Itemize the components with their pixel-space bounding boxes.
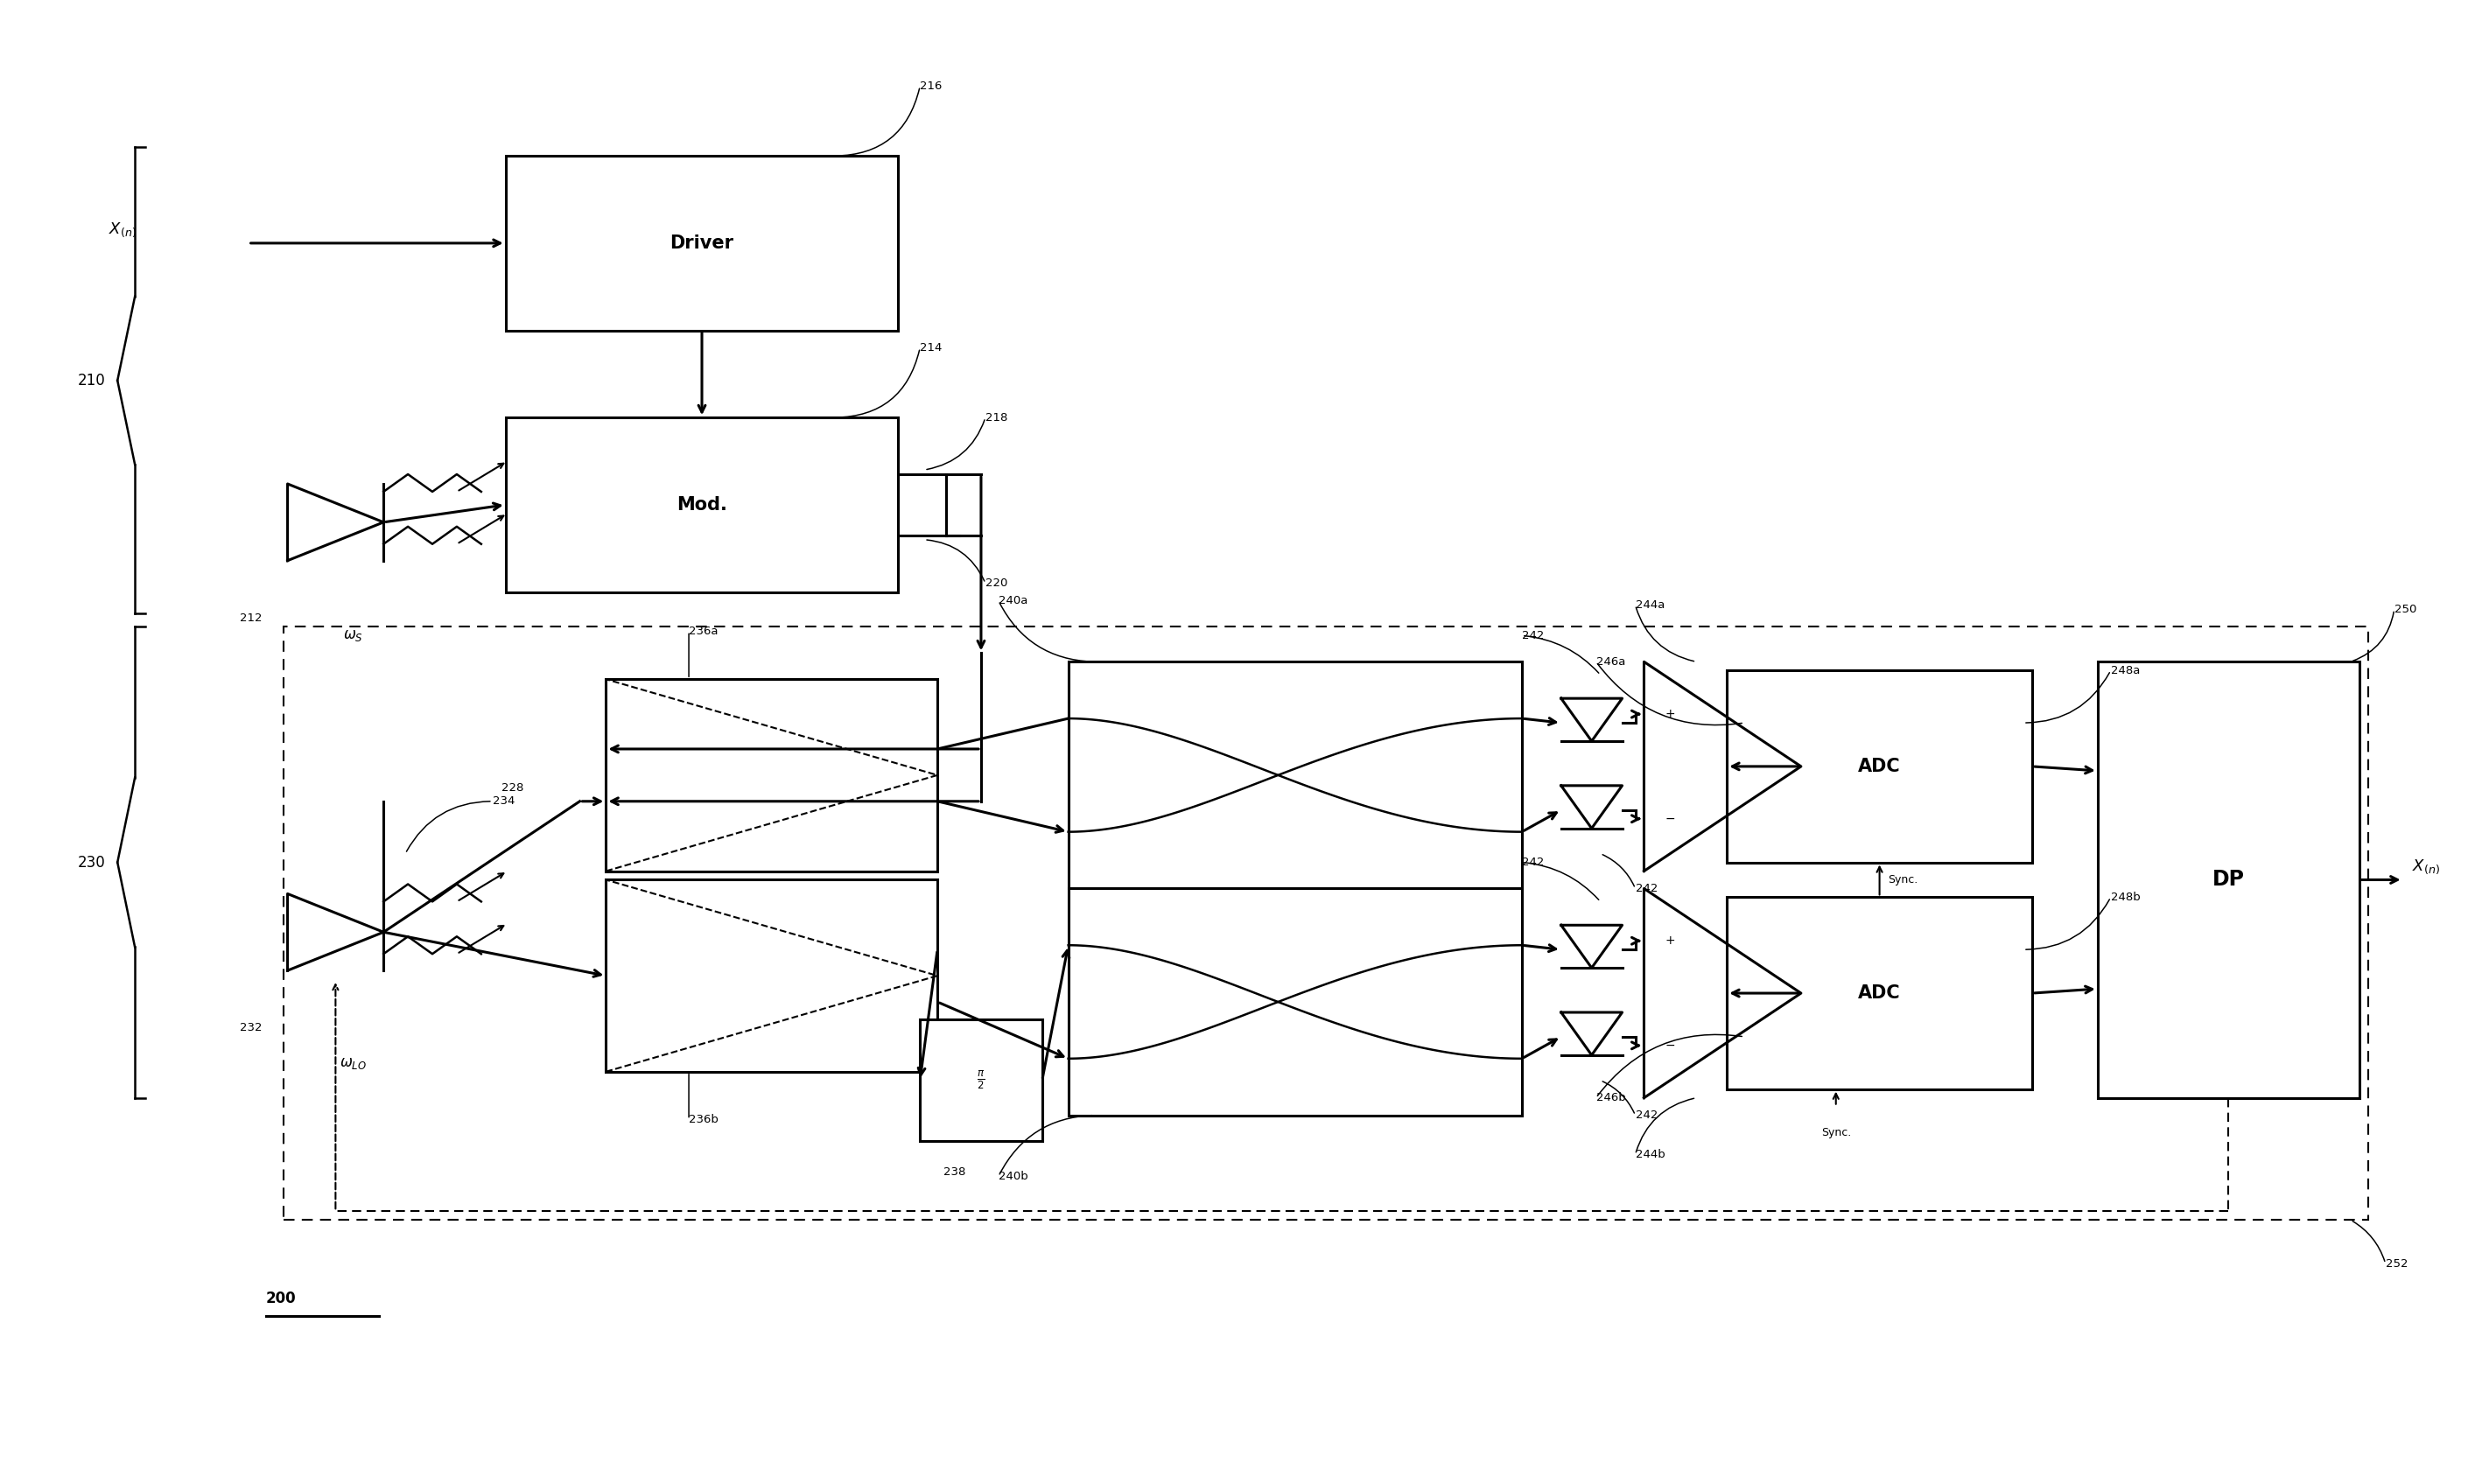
- Text: 230: 230: [77, 855, 104, 870]
- Bar: [1728, 671, 2032, 862]
- Text: 232: 232: [240, 1022, 262, 1034]
- Text: 246a: 246a: [1596, 656, 1626, 668]
- Bar: [921, 1020, 1042, 1141]
- Text: 242: 242: [1522, 629, 1544, 641]
- Text: 248b: 248b: [2111, 892, 2141, 902]
- Bar: [606, 680, 938, 871]
- Text: 242: 242: [1636, 883, 1658, 895]
- Text: 246b: 246b: [1596, 1092, 1626, 1104]
- Bar: [505, 156, 898, 331]
- Text: Sync.: Sync.: [1888, 874, 1918, 886]
- Text: 210: 210: [77, 372, 104, 389]
- Text: 234: 234: [493, 795, 515, 807]
- Text: Sync.: Sync.: [1822, 1126, 1851, 1138]
- Text: 240b: 240b: [997, 1171, 1027, 1183]
- Bar: [282, 626, 2369, 1220]
- Text: 236b: 236b: [688, 1114, 718, 1125]
- Text: 218: 218: [985, 413, 1007, 423]
- Text: −: −: [1666, 813, 1676, 825]
- Text: 244b: 244b: [1636, 1149, 1666, 1160]
- Text: 214: 214: [921, 343, 943, 353]
- Text: 236a: 236a: [688, 626, 718, 637]
- Text: 216: 216: [921, 80, 943, 92]
- Text: 242: 242: [1636, 1110, 1658, 1120]
- Text: 242: 242: [1522, 856, 1544, 868]
- Text: $X_{(n)}$: $X_{(n)}$: [109, 221, 136, 239]
- Text: 212: 212: [240, 613, 262, 623]
- Text: 252: 252: [2386, 1258, 2408, 1269]
- Bar: [2099, 662, 2359, 1098]
- Text: ADC: ADC: [1859, 984, 1901, 1002]
- Text: 228: 228: [502, 782, 525, 794]
- Bar: [606, 880, 938, 1071]
- Text: $\frac{\pi}{2}$: $\frac{\pi}{2}$: [978, 1070, 985, 1091]
- Text: −: −: [1666, 1039, 1676, 1052]
- Text: 250: 250: [2393, 604, 2416, 616]
- Bar: [1728, 898, 2032, 1089]
- Bar: [1069, 889, 1522, 1116]
- Text: +: +: [1666, 935, 1676, 947]
- Text: $\omega_S$: $\omega_S$: [344, 628, 364, 644]
- Text: Driver: Driver: [671, 234, 735, 252]
- Text: 238: 238: [943, 1166, 965, 1178]
- Text: $\omega_{LO}$: $\omega_{LO}$: [339, 1055, 366, 1071]
- Text: $X_{(n)}$: $X_{(n)}$: [2411, 858, 2440, 876]
- Text: ADC: ADC: [1859, 758, 1901, 775]
- Text: 200: 200: [265, 1291, 297, 1306]
- Text: 240a: 240a: [997, 595, 1027, 607]
- Text: 244a: 244a: [1636, 600, 1666, 611]
- Text: 220: 220: [985, 577, 1007, 589]
- Text: Mod.: Mod.: [676, 496, 728, 513]
- Bar: [505, 417, 898, 592]
- Text: 248a: 248a: [2111, 665, 2141, 677]
- Bar: [1069, 662, 1522, 889]
- Text: +: +: [1666, 708, 1676, 720]
- Text: DP: DP: [2213, 870, 2245, 890]
